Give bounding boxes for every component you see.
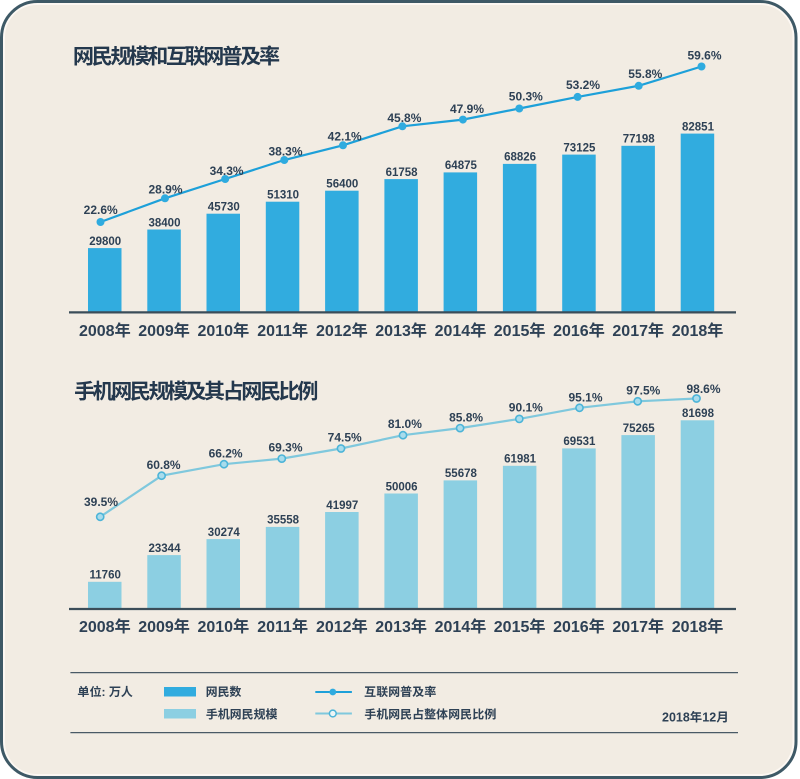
svg-text:90.1%: 90.1% bbox=[509, 400, 543, 414]
svg-text:网民规模和互联网普及率: 网民规模和互联网普及率 bbox=[73, 46, 280, 69]
svg-text:55.8%: 55.8% bbox=[628, 67, 662, 81]
svg-text:81698: 81698 bbox=[682, 408, 715, 420]
svg-text:手机网民规模及其占网民比例: 手机网民规模及其占网民比例 bbox=[74, 380, 317, 404]
svg-text:2017年: 2017年 bbox=[612, 322, 664, 340]
svg-text:51310: 51310 bbox=[267, 190, 299, 202]
svg-text:2009年: 2009年 bbox=[138, 322, 190, 340]
svg-text:2008年: 2008年 bbox=[79, 322, 131, 340]
svg-text:28.9%: 28.9% bbox=[148, 182, 182, 196]
svg-text:47.9%: 47.9% bbox=[450, 102, 484, 116]
svg-text:22.6%: 22.6% bbox=[84, 203, 118, 217]
svg-text:11760: 11760 bbox=[90, 570, 121, 582]
svg-text:60.8%: 60.8% bbox=[147, 458, 181, 472]
svg-text:82851: 82851 bbox=[682, 121, 715, 133]
svg-text:45730: 45730 bbox=[208, 202, 240, 214]
svg-text:64875: 64875 bbox=[445, 160, 478, 172]
svg-text:50006: 50006 bbox=[386, 481, 418, 493]
svg-text:38400: 38400 bbox=[149, 217, 181, 229]
svg-text:2012年: 2012年 bbox=[316, 322, 368, 340]
svg-text:95.1%: 95.1% bbox=[568, 390, 602, 404]
svg-text:85.8%: 85.8% bbox=[449, 411, 483, 425]
svg-text:66.2%: 66.2% bbox=[209, 447, 243, 461]
svg-text:手机网民占整体网民比例: 手机网民占整体网民比例 bbox=[364, 707, 496, 721]
svg-text:75265: 75265 bbox=[623, 423, 656, 435]
svg-text:2018年: 2018年 bbox=[672, 618, 724, 636]
svg-text:2010年: 2010年 bbox=[197, 322, 249, 340]
svg-text:59.6%: 59.6% bbox=[687, 48, 721, 62]
svg-text:网民数: 网民数 bbox=[206, 685, 242, 699]
svg-text:42.1%: 42.1% bbox=[328, 130, 362, 144]
svg-text:61758: 61758 bbox=[386, 167, 419, 179]
svg-text:2017年: 2017年 bbox=[612, 618, 664, 636]
svg-text:2016年: 2016年 bbox=[553, 322, 605, 340]
svg-text:50.3%: 50.3% bbox=[509, 90, 543, 104]
svg-text:77198: 77198 bbox=[623, 134, 656, 146]
svg-text:2011年: 2011年 bbox=[257, 618, 308, 636]
svg-text:23344: 23344 bbox=[149, 543, 182, 555]
svg-text:2014年: 2014年 bbox=[435, 618, 487, 636]
svg-text:2013年: 2013年 bbox=[375, 618, 427, 636]
svg-text:互联网普及率: 互联网普及率 bbox=[364, 685, 436, 699]
svg-text:81.0%: 81.0% bbox=[388, 417, 422, 431]
svg-text:55678: 55678 bbox=[445, 468, 478, 480]
svg-text:2018年12月: 2018年12月 bbox=[662, 710, 729, 724]
svg-text:34.3%: 34.3% bbox=[210, 164, 244, 178]
svg-text:29800: 29800 bbox=[89, 236, 121, 248]
svg-text:2015年: 2015年 bbox=[494, 618, 546, 636]
svg-text:2013年: 2013年 bbox=[375, 322, 427, 340]
svg-text:2018年: 2018年 bbox=[672, 322, 724, 340]
svg-text:53.2%: 53.2% bbox=[566, 78, 600, 92]
svg-text:单位: 万人: 单位: 万人 bbox=[78, 685, 133, 699]
svg-text:2009年: 2009年 bbox=[138, 618, 190, 636]
svg-text:69531: 69531 bbox=[563, 436, 596, 448]
svg-text:2012年: 2012年 bbox=[316, 618, 368, 636]
svg-text:2015年: 2015年 bbox=[494, 322, 546, 340]
svg-text:2011年: 2011年 bbox=[257, 322, 308, 340]
svg-text:73125: 73125 bbox=[563, 142, 596, 154]
svg-text:69.3%: 69.3% bbox=[268, 441, 302, 455]
svg-text:2016年: 2016年 bbox=[553, 618, 605, 636]
svg-text:45.8%: 45.8% bbox=[387, 111, 421, 125]
svg-text:61981: 61981 bbox=[504, 454, 537, 466]
svg-text:74.5%: 74.5% bbox=[328, 431, 362, 445]
svg-text:39.5%: 39.5% bbox=[84, 495, 118, 509]
svg-text:35558: 35558 bbox=[267, 515, 300, 527]
svg-text:2008年: 2008年 bbox=[79, 618, 131, 636]
svg-text:30274: 30274 bbox=[208, 527, 241, 539]
svg-text:98.6%: 98.6% bbox=[686, 382, 720, 396]
svg-text:41997: 41997 bbox=[326, 500, 358, 512]
svg-text:97.5%: 97.5% bbox=[626, 383, 660, 397]
svg-text:68826: 68826 bbox=[504, 152, 536, 164]
svg-text:2010年: 2010年 bbox=[197, 618, 249, 636]
svg-text:2014年: 2014年 bbox=[435, 322, 487, 340]
svg-text:56400: 56400 bbox=[326, 179, 358, 191]
svg-text:手机网民规模: 手机网民规模 bbox=[206, 707, 278, 721]
svg-text:38.3%: 38.3% bbox=[268, 145, 302, 159]
